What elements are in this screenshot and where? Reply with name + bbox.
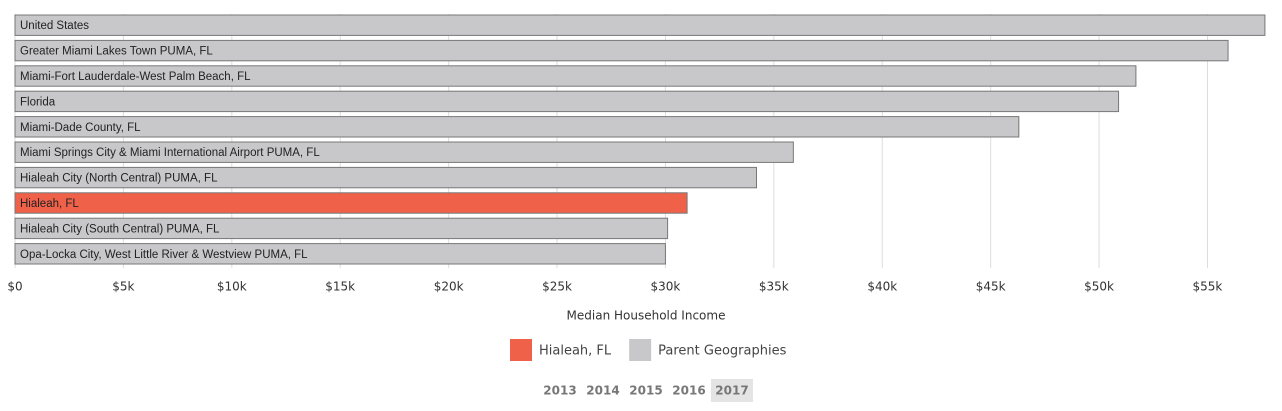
x-tick-label: $10k [217, 280, 247, 294]
x-tick-label: $0 [7, 280, 22, 294]
year-button[interactable]: 2013 [543, 384, 576, 398]
bar-label: Greater Miami Lakes Town PUMA, FL [20, 46, 213, 58]
bar [14, 141, 794, 163]
x-tick-label: $40k [867, 280, 897, 294]
x-tick-label: $35k [759, 280, 789, 294]
year-button[interactable]: 2017 [715, 384, 748, 398]
bar [14, 217, 669, 240]
year-button[interactable]: 2016 [672, 384, 705, 398]
bar [14, 243, 666, 265]
bar [14, 166, 757, 189]
bar-label: Opa-Locka City, West Little River & West… [20, 249, 308, 261]
legend-label: Parent Geographies [658, 344, 786, 359]
x-axis-title: Median Household Income [567, 309, 726, 323]
year-button[interactable]: 2015 [629, 384, 662, 398]
x-tick-label: $45k [976, 280, 1006, 294]
year-button[interactable]: 2014 [586, 384, 619, 398]
x-tick-label: $5k [112, 280, 134, 294]
legend-label: Hialeah, FL [539, 344, 612, 359]
bar [14, 90, 1120, 113]
x-tick-label: $20k [434, 280, 464, 294]
x-tick-label: $25k [542, 280, 572, 294]
bar-label: United States [20, 20, 89, 32]
bar [14, 39, 1229, 62]
bar [14, 116, 1020, 138]
bar-label: Hialeah, FL [20, 198, 79, 210]
bar [14, 14, 1266, 36]
bar-label: Miami Springs City & Miami International… [20, 147, 320, 159]
x-tick-label: $55k [1193, 280, 1223, 294]
bar-label: Miami-Fort Lauderdale-West Palm Beach, F… [20, 71, 251, 83]
bar-label: Hialeah City (North Central) PUMA, FL [20, 173, 218, 185]
legend-swatch [510, 339, 532, 361]
bar-label: Miami-Dade County, FL [20, 122, 141, 134]
bar-label: Hialeah City (South Central) PUMA, FL [20, 223, 220, 235]
x-tick-label: $15k [325, 280, 355, 294]
bar [14, 65, 1137, 87]
bar-label: Florida [20, 96, 56, 108]
legend-swatch [629, 339, 652, 361]
x-tick-label: $30k [651, 280, 681, 294]
year-selected-bg [711, 379, 753, 402]
bar [14, 192, 688, 214]
x-tick-label: $50k [1084, 280, 1114, 294]
